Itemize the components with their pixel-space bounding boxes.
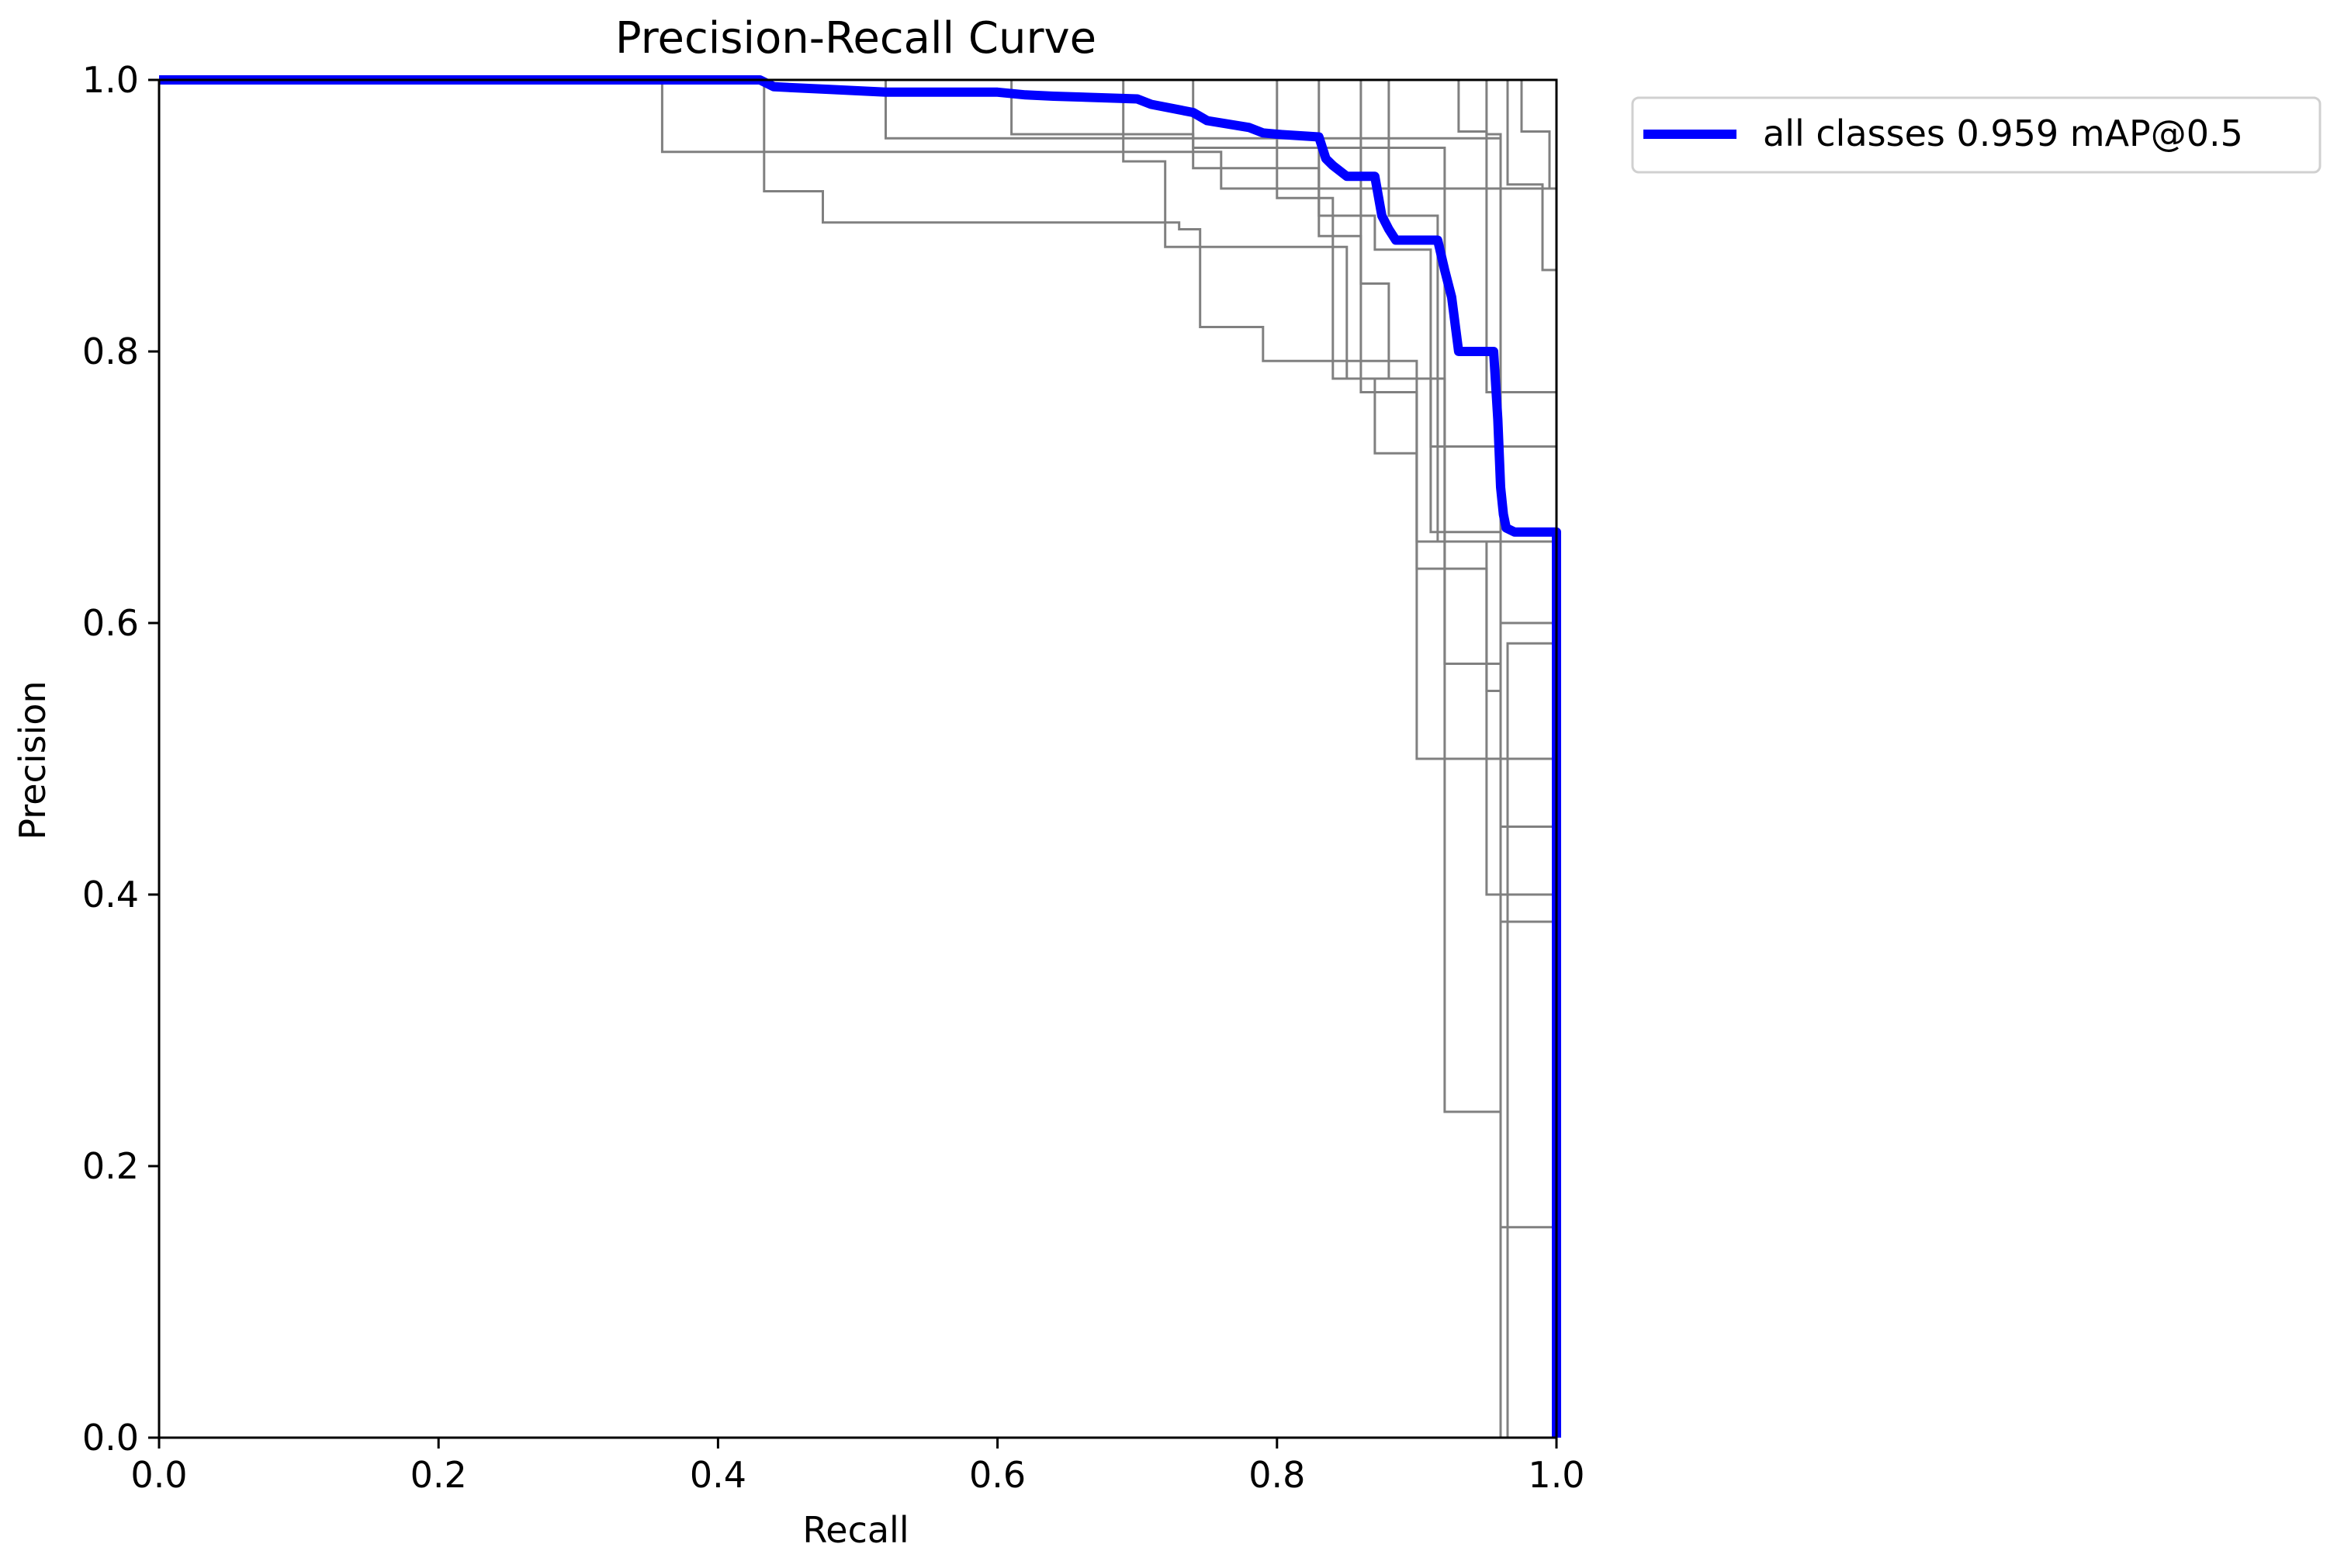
y-tick-label: 0.6: [82, 602, 139, 644]
y-tick-label: 0.2: [82, 1145, 139, 1187]
x-axis-ticks: 0.0 0.2 0.4 0.6 0.8 1.0: [130, 1438, 1585, 1496]
plot-border: [158, 78, 1558, 1439]
y-tick-label: 1.0: [82, 59, 139, 101]
x-tick-label: 0.2: [410, 1454, 467, 1496]
x-axis-label: Recall: [802, 1509, 909, 1551]
y-axis-ticks: 0.0 0.2 0.4 0.6 0.8 1.0: [82, 59, 159, 1459]
y-tick-label: 0.4: [82, 874, 139, 916]
legend-label: all classes 0.959 mAP@0.5: [1763, 112, 2243, 154]
x-tick-label: 0.0: [130, 1454, 187, 1496]
chart-title: Precision-Recall Curve: [615, 13, 1096, 64]
x-tick-label: 0.8: [1248, 1454, 1305, 1496]
class-curve-11: [159, 78, 1556, 1439]
y-tick-label: 0.8: [82, 331, 139, 372]
series-line-all-classes: [159, 75, 1561, 1438]
x-tick-label: 1.0: [1528, 1454, 1584, 1496]
y-tick-label: 0.0: [82, 1417, 139, 1459]
class-curve-8: [159, 78, 1556, 896]
x-tick-label: 0.4: [690, 1454, 746, 1496]
class-curve-2: [159, 78, 1556, 760]
plot-frame: [158, 78, 1558, 1439]
main-series: [159, 75, 1561, 1438]
y-axis-label: Precision: [12, 680, 54, 839]
legend-box: [1631, 96, 2322, 174]
legend: all classes 0.959 mAP@0.5: [1631, 96, 2322, 174]
x-tick-label: 0.6: [969, 1454, 1026, 1496]
